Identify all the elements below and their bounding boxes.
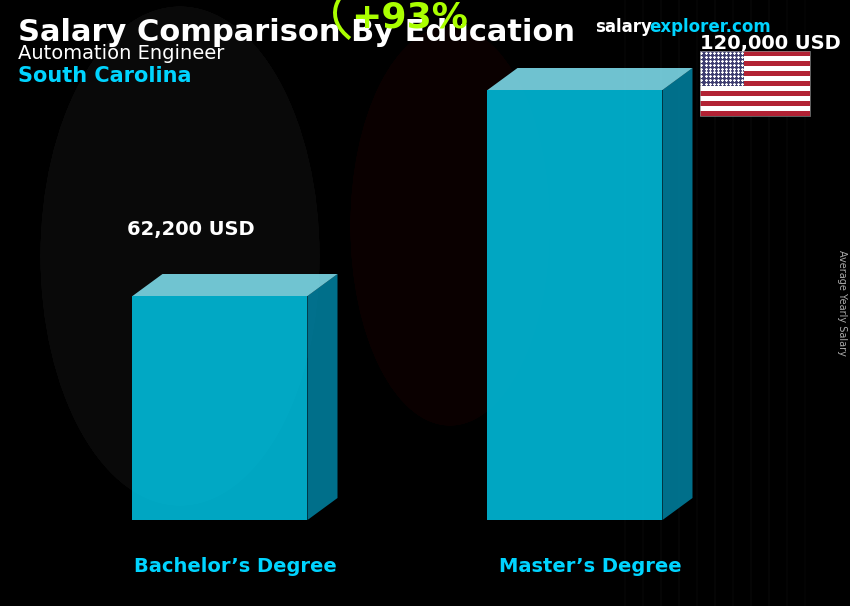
Bar [700,66,810,71]
Bar [700,51,810,116]
Bar [700,86,810,91]
Polygon shape [133,274,337,296]
Bar [700,96,810,101]
Text: Automation Engineer: Automation Engineer [18,44,224,63]
Bar [700,76,810,81]
Bar [700,56,810,61]
Polygon shape [662,68,693,520]
Text: salary: salary [595,18,652,36]
Ellipse shape [40,6,320,506]
Bar [700,101,810,106]
Bar [700,106,810,111]
Bar [700,51,810,56]
Text: Master’s Degree: Master’s Degree [499,557,682,576]
Ellipse shape [350,26,550,426]
Bar [620,0,850,606]
Polygon shape [488,68,693,90]
Polygon shape [488,90,662,520]
Bar [700,61,810,66]
Bar [700,51,744,86]
Bar [700,91,810,96]
Text: 62,200 USD: 62,200 USD [128,220,255,239]
Text: Salary Comparison By Education: Salary Comparison By Education [18,18,575,47]
Text: +93%: +93% [352,1,468,35]
Bar [700,111,810,116]
Text: South Carolina: South Carolina [18,66,191,86]
Text: 120,000 USD: 120,000 USD [700,34,842,53]
Polygon shape [133,296,308,520]
Text: Bachelor’s Degree: Bachelor’s Degree [133,557,337,576]
Text: Average Yearly Salary: Average Yearly Salary [837,250,847,356]
Bar [700,71,810,76]
Text: explorer.com: explorer.com [649,18,771,36]
Bar [700,81,810,86]
Polygon shape [308,274,337,520]
